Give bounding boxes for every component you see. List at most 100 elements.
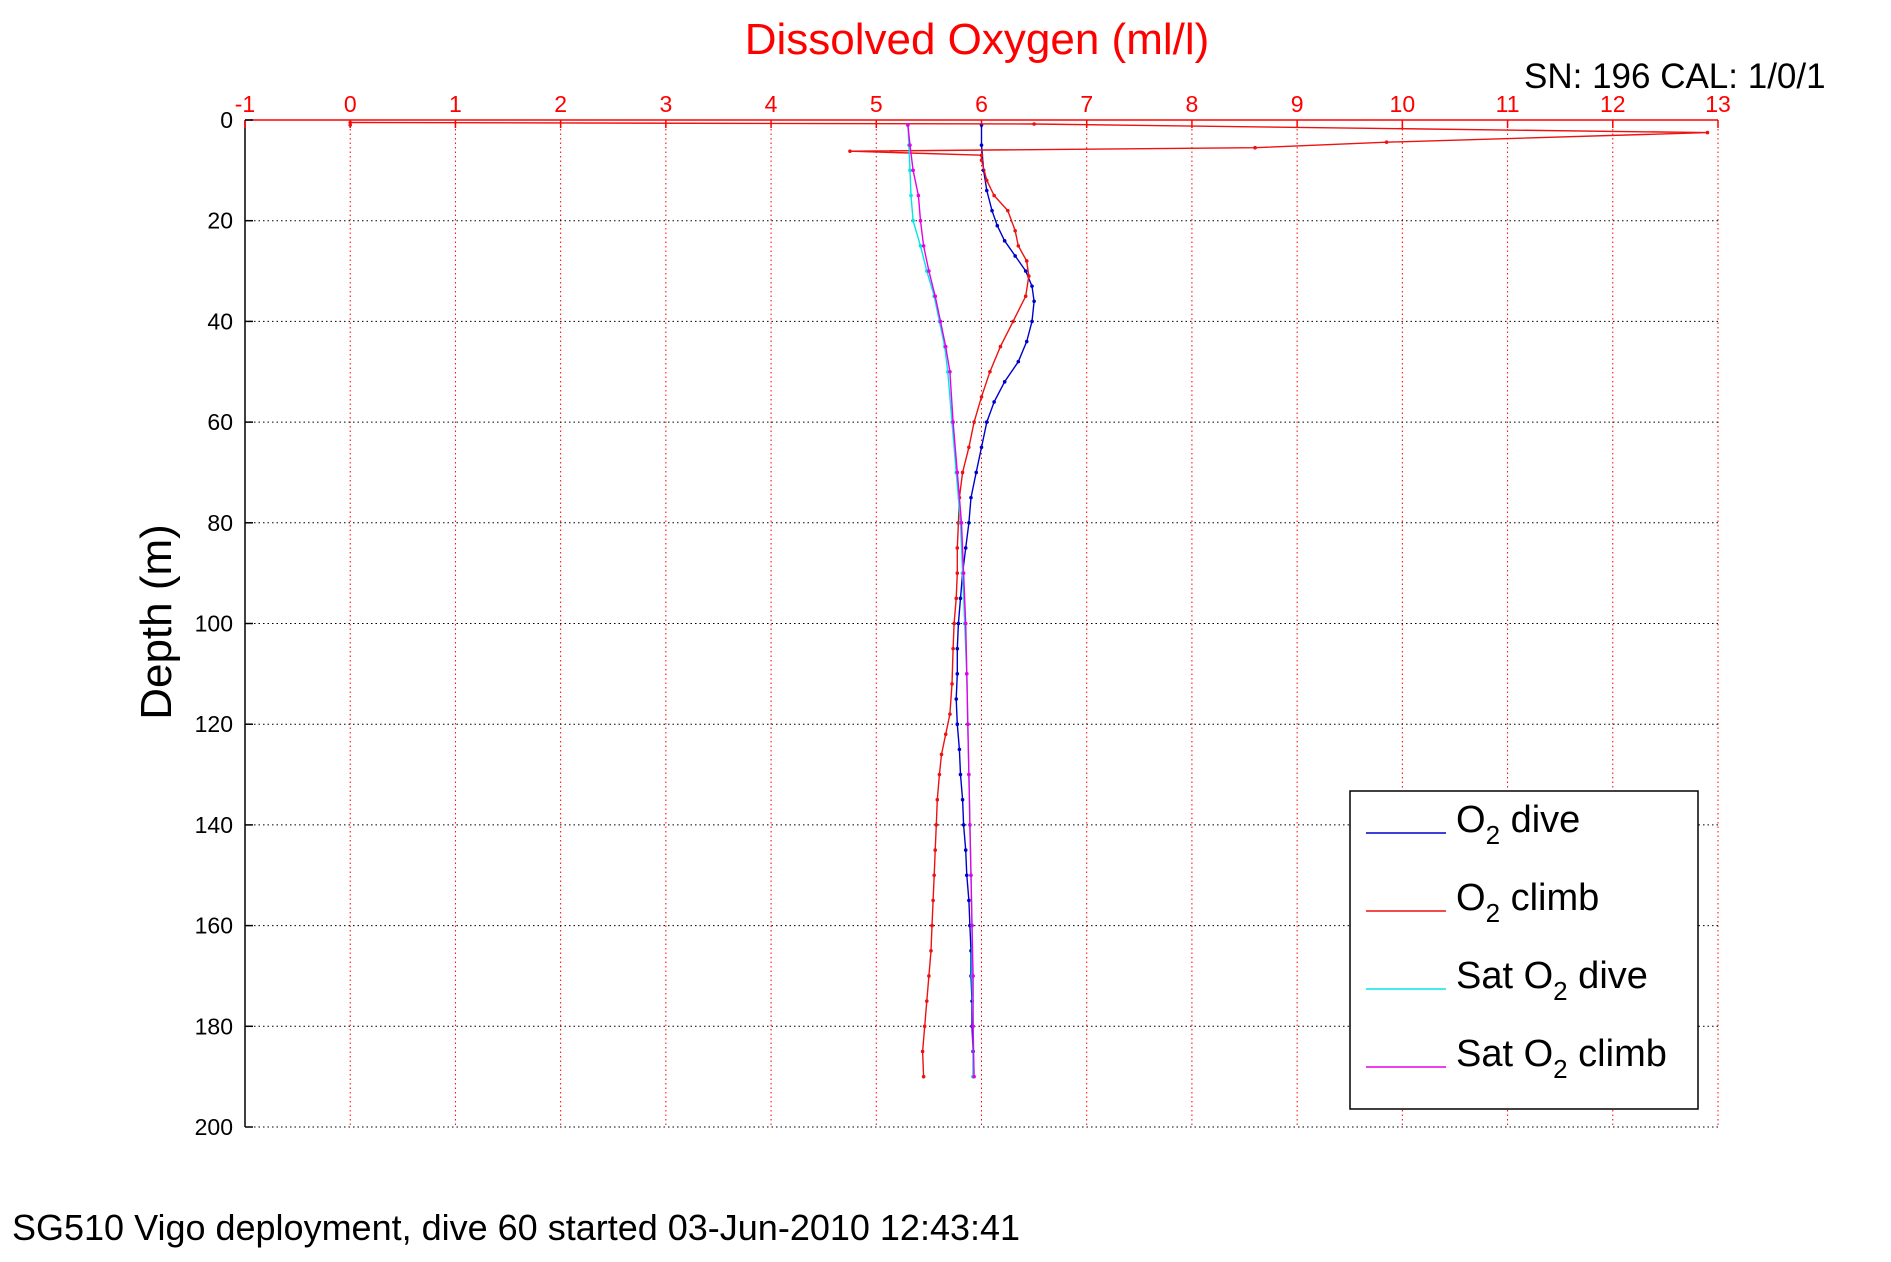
data-point — [958, 772, 963, 777]
data-point — [927, 269, 931, 273]
data-point — [918, 244, 923, 248]
data-point — [1016, 359, 1021, 364]
svg-text:Sat O2 climb: Sat O2 climb — [1456, 1033, 1667, 1084]
data-point — [1011, 319, 1015, 324]
data-point — [948, 369, 952, 374]
data-point — [961, 571, 966, 575]
data-point — [943, 732, 948, 737]
data-point — [967, 445, 971, 450]
legend-item-o2-dive: O2 dive — [1366, 799, 1580, 850]
data-point — [992, 400, 996, 404]
data-point — [1253, 145, 1257, 150]
x-tick-label: 5 — [870, 91, 883, 117]
data-point — [954, 596, 959, 601]
x-tick-label: 2 — [554, 91, 567, 117]
series-o2-dive — [954, 123, 1036, 1079]
data-point — [967, 772, 971, 777]
data-point — [951, 646, 955, 651]
x-tick-label: 10 — [1390, 91, 1416, 117]
data-point — [979, 158, 984, 163]
data-point — [948, 712, 952, 716]
data-point — [955, 546, 960, 550]
data-point — [921, 244, 926, 248]
data-point — [995, 223, 1000, 228]
data-point — [955, 470, 960, 475]
data-point — [984, 178, 989, 183]
data-point — [952, 621, 956, 626]
data-point — [1024, 339, 1029, 344]
svg-text:O2 climb: O2 climb — [1456, 877, 1599, 928]
legend-subscript: 2 — [1486, 820, 1500, 850]
data-point — [348, 120, 353, 125]
data-point — [934, 823, 939, 827]
x-tick-label: -1 — [235, 91, 255, 117]
legend-label: climb — [1568, 1033, 1667, 1075]
data-point — [1032, 122, 1036, 126]
data-point — [971, 974, 975, 978]
x-tick-label: 9 — [1291, 91, 1304, 117]
y-tick-label: 120 — [195, 711, 233, 737]
data-point — [955, 672, 960, 676]
data-point — [958, 596, 963, 601]
data-point — [930, 923, 934, 928]
data-point — [971, 1024, 975, 1029]
data-point — [984, 188, 989, 193]
data-point — [909, 193, 913, 198]
data-point — [979, 153, 984, 158]
series-o2-climb — [348, 120, 1710, 1079]
data-point — [920, 1049, 925, 1054]
data-point — [924, 999, 929, 1003]
data-point — [938, 319, 943, 324]
data-point — [956, 621, 961, 626]
legend-item-sat-o2-dive: Sat O2 dive — [1366, 955, 1648, 1006]
chart-title: Dissolved Oxygen (ml/l) — [745, 15, 1210, 64]
data-point — [964, 672, 969, 676]
grid — [244, 119, 1719, 1128]
data-point — [960, 797, 965, 802]
y-tick-label: 60 — [207, 409, 233, 435]
legend-subscript: 2 — [1553, 1054, 1567, 1084]
legend-label: Sat O — [1456, 1033, 1553, 1075]
data-point — [998, 344, 1003, 349]
legend: O2 dive O2 climb Sat O2 dive Sat O2 clim… — [1349, 790, 1699, 1110]
data-point — [908, 168, 912, 173]
data-point — [967, 521, 971, 525]
data-point — [955, 571, 960, 575]
data-point — [911, 218, 915, 223]
data-point — [1027, 274, 1031, 278]
x-tick-label: 13 — [1705, 91, 1731, 117]
data-point — [1030, 319, 1034, 324]
svg-text:Sat O2 dive: Sat O2 dive — [1456, 955, 1648, 1006]
x-tick-label: 6 — [975, 91, 988, 117]
x-tick-label: 7 — [1080, 91, 1093, 117]
data-point — [967, 898, 971, 903]
data-point — [933, 848, 938, 852]
legend-item-o2-climb: O2 climb — [1366, 877, 1599, 928]
data-point — [939, 752, 944, 757]
y-tick-label: 160 — [195, 913, 233, 939]
data-point — [992, 193, 996, 198]
data-point — [848, 149, 852, 154]
data-point — [972, 420, 976, 424]
x-tick-label: 0 — [344, 91, 357, 117]
data-point — [1384, 140, 1389, 144]
series-sat-o2-climb — [906, 123, 976, 1079]
data-point — [908, 143, 912, 147]
x-tick-label: 12 — [1600, 91, 1626, 117]
data-point — [979, 445, 984, 450]
data-point — [1006, 208, 1010, 213]
data-point — [969, 873, 973, 878]
data-point — [963, 848, 968, 852]
data-point — [1023, 269, 1028, 273]
x-tick-label: 4 — [765, 91, 778, 117]
data-point — [943, 344, 948, 349]
data-point — [931, 898, 935, 903]
data-point — [972, 1074, 976, 1079]
data-point — [929, 948, 933, 953]
data-point — [955, 646, 960, 651]
data-point — [1024, 259, 1029, 263]
data-point — [950, 682, 954, 686]
data-point — [951, 420, 955, 424]
data-point — [1032, 299, 1036, 304]
